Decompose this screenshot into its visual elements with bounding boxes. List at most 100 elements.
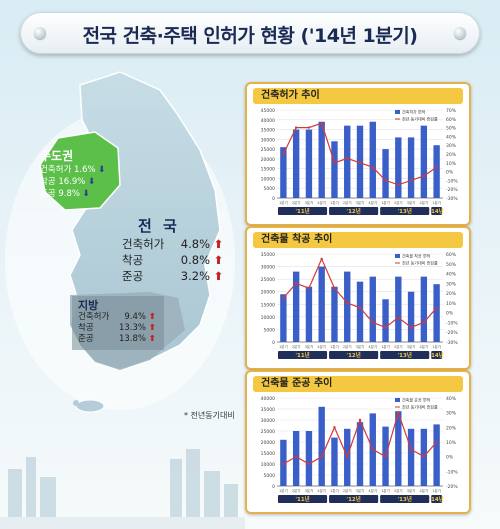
chart-panel-permit: 건축허가 추이 0 5000 10000 15000 20000 25000 30000 35…	[245, 82, 471, 226]
x-tick-label: 1분기	[330, 488, 339, 493]
y-right-tick-label: 0%	[446, 455, 454, 461]
local-row: 준공 13.8% ⬆	[78, 334, 156, 344]
y-right-tick-label: 70%	[446, 108, 457, 114]
y-right-tick-label: -10%	[446, 178, 458, 184]
line-point	[358, 306, 362, 309]
down-arrow-icon: ⬇	[98, 165, 106, 175]
year-label: '14년	[429, 351, 443, 359]
bar	[382, 149, 389, 198]
line-point	[422, 455, 426, 458]
line-point	[435, 306, 438, 309]
bar	[407, 137, 415, 198]
x-tick-label: 2분기	[292, 488, 301, 493]
legend-label: 전년 동기대비 증감률	[402, 116, 438, 122]
up-arrow-icon: ⬆	[148, 312, 156, 322]
bar	[433, 284, 440, 342]
sudo-title: 수도권	[40, 149, 74, 163]
line-point	[320, 455, 323, 458]
x-tick-label: 2분기	[394, 344, 403, 349]
year-label: '13년	[397, 207, 411, 215]
line-point	[294, 455, 298, 458]
y-right-tick-label: 60%	[446, 117, 457, 123]
y-left-tick-label: 35000	[261, 252, 275, 258]
chart-title: 건축물 준공 추이	[253, 376, 463, 392]
year-label: '13년	[397, 495, 411, 503]
jeju-island-shape	[75, 399, 105, 413]
bar	[433, 145, 440, 198]
bar	[433, 424, 440, 486]
x-tick-label: 1분기	[279, 344, 288, 349]
line-point	[333, 287, 336, 290]
sudo-row: 준공 9.8% ⬇	[40, 189, 90, 199]
line-point	[320, 122, 323, 125]
banner-dot-icon	[454, 27, 466, 39]
line-point	[333, 426, 336, 429]
y-left-tick-label: 45000	[261, 108, 275, 114]
line-point	[282, 296, 285, 300]
bar	[407, 291, 415, 342]
line-point	[358, 418, 362, 422]
year-band	[278, 495, 328, 503]
y-left-tick-label: 40000	[261, 118, 275, 124]
legend-label: 건축허가 면적	[402, 109, 426, 115]
year-band	[329, 351, 379, 359]
bar	[407, 428, 415, 486]
bar	[420, 125, 428, 198]
x-tick-label: 2분기	[292, 200, 301, 205]
y-right-tick-label: 0%	[446, 311, 454, 317]
y-left-tick-label: 5000	[264, 473, 276, 479]
bar	[305, 129, 313, 198]
x-tick-label: 3분기	[305, 344, 314, 349]
year-label: '14년	[429, 495, 443, 503]
year-label: '11년	[295, 495, 309, 503]
chart-panel-start: 건축물 착공 추이 0 5000 10000 15000 20000 25000 30000…	[245, 226, 471, 370]
year-band	[431, 495, 442, 503]
line-point	[409, 448, 413, 451]
line-point	[307, 126, 311, 129]
bar	[280, 147, 287, 198]
x-tick-label: 2분기	[343, 200, 352, 205]
bar	[331, 141, 338, 198]
line-point	[397, 411, 400, 414]
national-summary: 전 국 건축허가 4.8% ⬆ 착공 0.8% ⬆ 준공 3.2% ⬆	[122, 218, 232, 284]
x-tick-label: 4분기	[420, 488, 429, 493]
local-row: 건축허가 9.4% ⬆	[78, 312, 156, 322]
legend-label: 전년 동기대비 증감률	[402, 260, 438, 266]
x-tick-label: 3분기	[356, 344, 365, 349]
line-point	[409, 179, 413, 182]
up-arrow-icon: ⬆	[213, 253, 224, 267]
line-point	[397, 316, 400, 319]
chart-permit: 0 5000 10000 15000 20000 25000 30000 35000 40000…	[261, 108, 458, 215]
bar	[292, 431, 300, 486]
legend-swatch-bar	[395, 398, 400, 402]
x-tick-label: 3분기	[407, 200, 416, 205]
x-tick-label: 2분기	[394, 488, 403, 493]
y-right-tick-label: 50%	[446, 126, 457, 132]
year-band	[329, 207, 379, 215]
line-point	[422, 321, 426, 324]
legend-label: 건축물 준공 면적	[402, 397, 431, 403]
line-point	[435, 166, 438, 169]
y-right-tick-label: 0%	[446, 170, 454, 176]
y-left-tick-label: 35000	[261, 128, 275, 134]
y-right-tick-label: 40%	[446, 134, 457, 140]
legend-label: 전년 동기대비 증감률	[402, 404, 438, 410]
bar	[305, 431, 313, 486]
y-left-tick-label: 30000	[261, 265, 275, 271]
x-tick-label: 4분기	[317, 344, 326, 349]
y-left-tick-label: 25000	[261, 277, 275, 283]
year-label: '11년	[295, 351, 309, 359]
y-left-tick-label: 15000	[261, 451, 275, 457]
x-tick-label: 2분기	[343, 488, 352, 493]
chart-title: 건축물 착공 추이	[253, 232, 463, 248]
x-tick-label: 1분기	[279, 200, 288, 205]
x-tick-label: 4분기	[420, 344, 429, 349]
line-point	[307, 462, 311, 466]
bar	[395, 411, 402, 486]
bar	[318, 266, 325, 342]
year-label: '11년	[295, 207, 309, 215]
chart-title: 건축허가 추이	[253, 88, 463, 104]
national-row: 준공 3.2% ⬆	[122, 269, 224, 283]
year-band	[380, 207, 430, 215]
